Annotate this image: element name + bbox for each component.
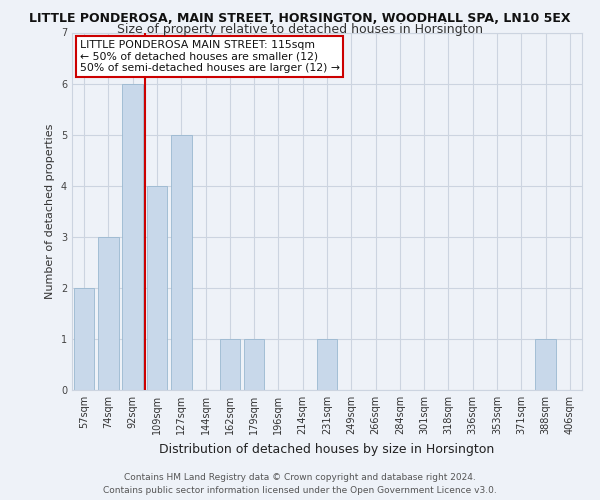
X-axis label: Distribution of detached houses by size in Horsington: Distribution of detached houses by size …	[160, 442, 494, 456]
Bar	[220, 339, 240, 390]
Y-axis label: Number of detached properties: Number of detached properties	[46, 124, 55, 299]
Bar	[171, 134, 191, 390]
Bar	[122, 84, 143, 390]
Bar	[317, 339, 337, 390]
Bar	[146, 186, 167, 390]
Bar	[74, 288, 94, 390]
Bar	[244, 339, 265, 390]
Text: LITTLE PONDEROSA MAIN STREET: 115sqm
← 50% of detached houses are smaller (12)
5: LITTLE PONDEROSA MAIN STREET: 115sqm ← 5…	[80, 40, 340, 73]
Text: LITTLE PONDEROSA, MAIN STREET, HORSINGTON, WOODHALL SPA, LN10 5EX: LITTLE PONDEROSA, MAIN STREET, HORSINGTO…	[29, 12, 571, 24]
Text: Size of property relative to detached houses in Horsington: Size of property relative to detached ho…	[117, 22, 483, 36]
Text: Contains HM Land Registry data © Crown copyright and database right 2024.
Contai: Contains HM Land Registry data © Crown c…	[103, 474, 497, 495]
Bar	[98, 237, 119, 390]
Bar	[535, 339, 556, 390]
